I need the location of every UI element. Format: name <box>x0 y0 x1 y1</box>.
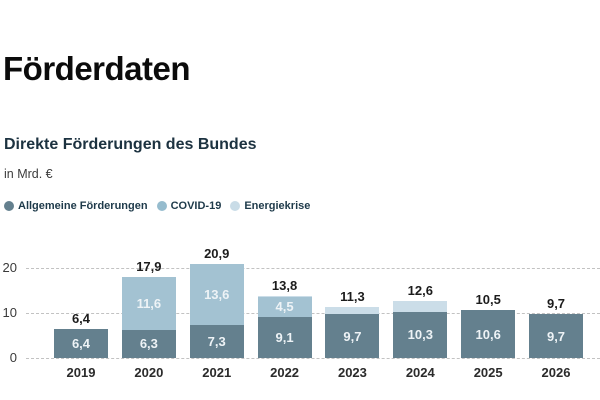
segment-value-label: 10,6 <box>475 326 501 342</box>
segment-value-label: 11,6 <box>136 296 162 312</box>
bar-2022-allgemeine-f-rderungen-segment: 9,1 <box>257 317 312 358</box>
segment-value-label: 6,4 <box>71 336 91 352</box>
bar-2020-covid-19-segment: 11,6 <box>121 277 176 330</box>
segment-value-label: 10,3 <box>407 327 433 343</box>
bar-2022-covid-19-segment: 4,5 <box>257 296 312 318</box>
legend-item-energiekrise: Energiekrise <box>230 200 310 212</box>
segment-value-label: 13,6 <box>204 287 230 303</box>
chart-unit-label: in Mrd. € <box>4 167 53 181</box>
gridline-y0 <box>26 357 600 359</box>
segment-value-label: 9,7 <box>546 328 566 344</box>
bar-2023-allgemeine-f-rderungen-segment: 9,7 <box>325 314 380 358</box>
x-axis-label-2025: 2025 <box>473 365 503 380</box>
legend-dot-covid-icon <box>156 200 167 211</box>
gridline-y20 <box>26 267 600 269</box>
page-title: Förderdaten <box>3 50 191 87</box>
x-axis-label-2024: 2024 <box>405 365 435 380</box>
x-axis-label-2021: 2021 <box>202 365 232 380</box>
bar-2021-covid-19-segment: 13,6 <box>189 263 244 326</box>
y-axis-tick-10: 10 <box>2 305 17 320</box>
total-label-2025: 10,5 <box>475 292 501 308</box>
bar-2025-allgemeine-f-rderungen-segment: 10,6 <box>461 310 516 358</box>
chart-title: Direkte Förderungen des Bundes <box>4 136 257 153</box>
x-axis-label-2019: 2019 <box>66 365 96 380</box>
legend-item-allgemeine: Allgemeine Förderungen <box>4 200 148 212</box>
total-label-2021: 20,9 <box>204 245 230 261</box>
x-axis-label-2020: 2020 <box>134 365 164 380</box>
x-axis-label-2022: 2022 <box>270 365 300 380</box>
total-label-2026: 9,7 <box>546 296 566 312</box>
bar-2020-allgemeine-f-rderungen-segment: 6,3 <box>121 329 176 358</box>
total-label-2024: 12,6 <box>407 283 433 299</box>
bar-2023-energiekrise-segment <box>325 307 380 315</box>
x-axis-label-2023: 2023 <box>337 365 367 380</box>
segment-value-label: 4,5 <box>275 299 294 315</box>
total-label-2019: 6,4 <box>71 311 91 327</box>
y-axis-tick-20: 20 <box>2 260 17 275</box>
bar-2024-energiekrise-segment <box>393 301 448 312</box>
legend-label-energiekrise: Energiekrise <box>244 199 311 212</box>
bar-2024-allgemeine-f-rderungen-segment: 10,3 <box>393 311 448 358</box>
legend-item-covid: COVID-19 <box>156 199 222 212</box>
bar-2019-allgemeine-f-rderungen-segment: 6,4 <box>54 329 108 358</box>
x-axis-label-2026: 2026 <box>541 365 571 380</box>
y-axis-tick-0: 0 <box>9 350 17 365</box>
segment-value-label: 9,7 <box>343 328 362 344</box>
chart-legend: Allgemeine Förderungen COVID-19 Energiek… <box>4 198 310 213</box>
gridline-y10 <box>26 312 600 314</box>
segment-value-label: 9,1 <box>275 330 294 346</box>
total-label-2023: 11,3 <box>340 289 365 305</box>
legend-label-covid: COVID-19 <box>170 199 222 212</box>
total-label-2020: 17,9 <box>136 259 162 275</box>
bar-2022-energiekrise-segment <box>257 295 312 297</box>
bar-2021-allgemeine-f-rderungen-segment: 7,3 <box>189 325 244 358</box>
legend-dot-energiekrise-icon <box>230 200 241 211</box>
legend-label-allgemeine: Allgemeine Förderungen <box>18 199 148 212</box>
segment-value-label: 6,3 <box>139 336 158 352</box>
segment-value-label: 7,3 <box>207 334 226 350</box>
bar-2026-allgemeine-f-rderungen-segment: 9,7 <box>529 314 584 358</box>
total-label-2022: 13,8 <box>271 277 298 293</box>
legend-dot-allgemeine-icon <box>4 200 14 211</box>
